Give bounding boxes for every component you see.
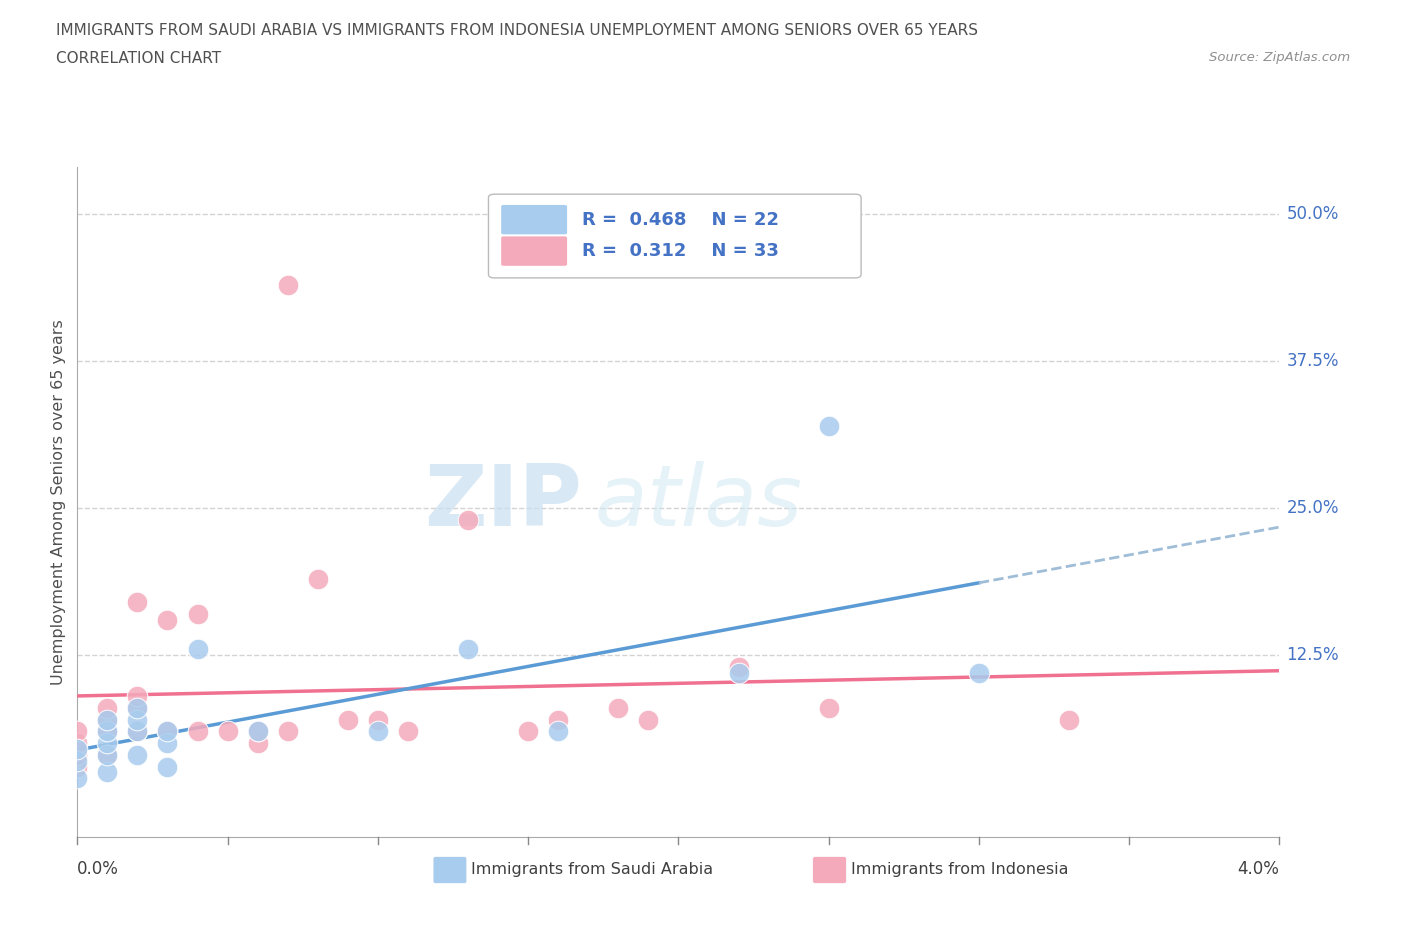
Point	[727, 665, 749, 680]
Point	[156, 736, 179, 751]
Point	[66, 753, 89, 768]
Point	[127, 712, 149, 727]
Point	[186, 642, 209, 657]
Point	[246, 736, 269, 751]
Point	[186, 724, 209, 738]
Point	[517, 724, 540, 738]
Point	[186, 606, 209, 621]
Point	[66, 736, 89, 751]
Point	[66, 748, 89, 763]
FancyBboxPatch shape	[501, 205, 568, 235]
Point	[1057, 712, 1080, 727]
Text: R =  0.312    N = 33: R = 0.312 N = 33	[582, 242, 779, 260]
Text: 4.0%: 4.0%	[1237, 860, 1279, 878]
Point	[127, 724, 149, 738]
Point	[66, 771, 89, 786]
Text: 50.0%: 50.0%	[1286, 206, 1339, 223]
Point	[127, 724, 149, 738]
Point	[246, 724, 269, 738]
Point	[277, 277, 299, 292]
Point	[66, 759, 89, 774]
Point	[127, 688, 149, 703]
Point	[156, 724, 179, 738]
Point	[156, 759, 179, 774]
Text: Immigrants from Indonesia: Immigrants from Indonesia	[851, 862, 1069, 877]
Point	[66, 741, 89, 756]
Text: ZIP: ZIP	[425, 460, 582, 544]
Point	[96, 736, 118, 751]
Point	[246, 724, 269, 738]
Point	[817, 418, 839, 433]
Point	[96, 700, 118, 715]
Point	[637, 712, 659, 727]
Point	[967, 665, 990, 680]
Point	[336, 712, 359, 727]
Point	[396, 724, 419, 738]
Point	[156, 612, 179, 627]
Point	[127, 748, 149, 763]
Point	[66, 724, 89, 738]
Point	[96, 765, 118, 780]
FancyBboxPatch shape	[501, 235, 568, 267]
Point	[96, 712, 118, 727]
Point	[96, 748, 118, 763]
Text: 37.5%: 37.5%	[1286, 352, 1339, 370]
Point	[307, 571, 329, 586]
Point	[817, 700, 839, 715]
Y-axis label: Unemployment Among Seniors over 65 years: Unemployment Among Seniors over 65 years	[51, 319, 66, 685]
Point	[96, 724, 118, 738]
Point	[277, 724, 299, 738]
Point	[547, 712, 569, 727]
Point	[217, 724, 239, 738]
Point	[127, 594, 149, 609]
Point	[607, 700, 630, 715]
Point	[367, 712, 389, 727]
Text: IMMIGRANTS FROM SAUDI ARABIA VS IMMIGRANTS FROM INDONESIA UNEMPLOYMENT AMONG SEN: IMMIGRANTS FROM SAUDI ARABIA VS IMMIGRAN…	[56, 23, 979, 38]
Point	[96, 748, 118, 763]
Point	[727, 659, 749, 674]
Point	[127, 700, 149, 715]
Text: R =  0.468    N = 22: R = 0.468 N = 22	[582, 210, 779, 229]
Text: 0.0%: 0.0%	[77, 860, 120, 878]
Point	[367, 724, 389, 738]
Text: Source: ZipAtlas.com: Source: ZipAtlas.com	[1209, 51, 1350, 64]
Point	[457, 512, 479, 527]
Point	[457, 642, 479, 657]
Point	[96, 712, 118, 727]
Text: 25.0%: 25.0%	[1286, 499, 1339, 517]
Point	[127, 700, 149, 715]
Text: 12.5%: 12.5%	[1286, 646, 1339, 664]
Point	[156, 724, 179, 738]
FancyBboxPatch shape	[488, 194, 860, 278]
Text: CORRELATION CHART: CORRELATION CHART	[56, 51, 221, 66]
Text: Immigrants from Saudi Arabia: Immigrants from Saudi Arabia	[471, 862, 713, 877]
Text: atlas: atlas	[595, 460, 803, 544]
Point	[547, 724, 569, 738]
Point	[96, 724, 118, 738]
